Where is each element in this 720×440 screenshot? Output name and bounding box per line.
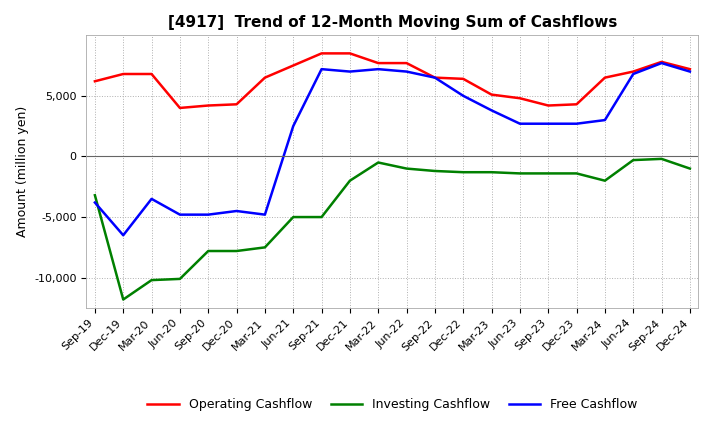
Operating Cashflow: [119, 71, 127, 77]
Operating Cashflow: [289, 63, 297, 68]
Investing Cashflow: [261, 245, 269, 250]
Free Cashflow: [261, 212, 269, 217]
Free Cashflow: [148, 196, 156, 202]
Operating Cashflow: [685, 66, 694, 72]
Line: Investing Cashflow: Investing Cashflow: [95, 159, 690, 300]
Investing Cashflow: [657, 156, 666, 161]
Legend: Operating Cashflow, Investing Cashflow, Free Cashflow: Operating Cashflow, Investing Cashflow, …: [143, 393, 642, 416]
Operating Cashflow: [459, 76, 467, 81]
Operating Cashflow: [657, 59, 666, 65]
Operating Cashflow: [91, 79, 99, 84]
Investing Cashflow: [685, 166, 694, 171]
Investing Cashflow: [346, 178, 354, 183]
Investing Cashflow: [233, 248, 241, 253]
Free Cashflow: [657, 60, 666, 66]
Operating Cashflow: [176, 105, 184, 110]
Operating Cashflow: [346, 51, 354, 56]
Free Cashflow: [516, 121, 524, 126]
Free Cashflow: [402, 69, 411, 74]
Free Cashflow: [487, 108, 496, 113]
Operating Cashflow: [572, 102, 581, 107]
Operating Cashflow: [516, 95, 524, 101]
Investing Cashflow: [119, 297, 127, 302]
Investing Cashflow: [176, 276, 184, 282]
Free Cashflow: [431, 75, 439, 80]
Investing Cashflow: [600, 178, 609, 183]
Investing Cashflow: [629, 158, 637, 163]
Operating Cashflow: [629, 69, 637, 74]
Operating Cashflow: [233, 102, 241, 107]
Title: [4917]  Trend of 12-Month Moving Sum of Cashflows: [4917] Trend of 12-Month Moving Sum of C…: [168, 15, 617, 30]
Operating Cashflow: [318, 51, 326, 56]
Investing Cashflow: [487, 169, 496, 175]
Free Cashflow: [233, 209, 241, 214]
Investing Cashflow: [148, 278, 156, 283]
Free Cashflow: [374, 66, 382, 72]
Investing Cashflow: [431, 169, 439, 174]
Free Cashflow: [289, 124, 297, 129]
Free Cashflow: [685, 69, 694, 74]
Free Cashflow: [629, 71, 637, 77]
Investing Cashflow: [318, 214, 326, 220]
Operating Cashflow: [487, 92, 496, 97]
Operating Cashflow: [402, 60, 411, 66]
Free Cashflow: [204, 212, 212, 217]
Line: Operating Cashflow: Operating Cashflow: [95, 53, 690, 108]
Operating Cashflow: [148, 71, 156, 77]
Operating Cashflow: [600, 75, 609, 80]
Free Cashflow: [119, 233, 127, 238]
Investing Cashflow: [459, 169, 467, 175]
Investing Cashflow: [374, 160, 382, 165]
Investing Cashflow: [204, 248, 212, 253]
Operating Cashflow: [204, 103, 212, 108]
Free Cashflow: [91, 200, 99, 205]
Line: Free Cashflow: Free Cashflow: [95, 63, 690, 235]
Y-axis label: Amount (million yen): Amount (million yen): [16, 106, 29, 237]
Operating Cashflow: [431, 75, 439, 80]
Operating Cashflow: [261, 75, 269, 80]
Investing Cashflow: [572, 171, 581, 176]
Operating Cashflow: [544, 103, 552, 108]
Investing Cashflow: [544, 171, 552, 176]
Free Cashflow: [600, 117, 609, 123]
Free Cashflow: [346, 69, 354, 74]
Free Cashflow: [572, 121, 581, 126]
Free Cashflow: [544, 121, 552, 126]
Investing Cashflow: [516, 171, 524, 176]
Operating Cashflow: [374, 60, 382, 66]
Investing Cashflow: [289, 214, 297, 220]
Free Cashflow: [459, 93, 467, 99]
Investing Cashflow: [402, 166, 411, 171]
Free Cashflow: [318, 66, 326, 72]
Free Cashflow: [176, 212, 184, 217]
Investing Cashflow: [91, 193, 99, 198]
